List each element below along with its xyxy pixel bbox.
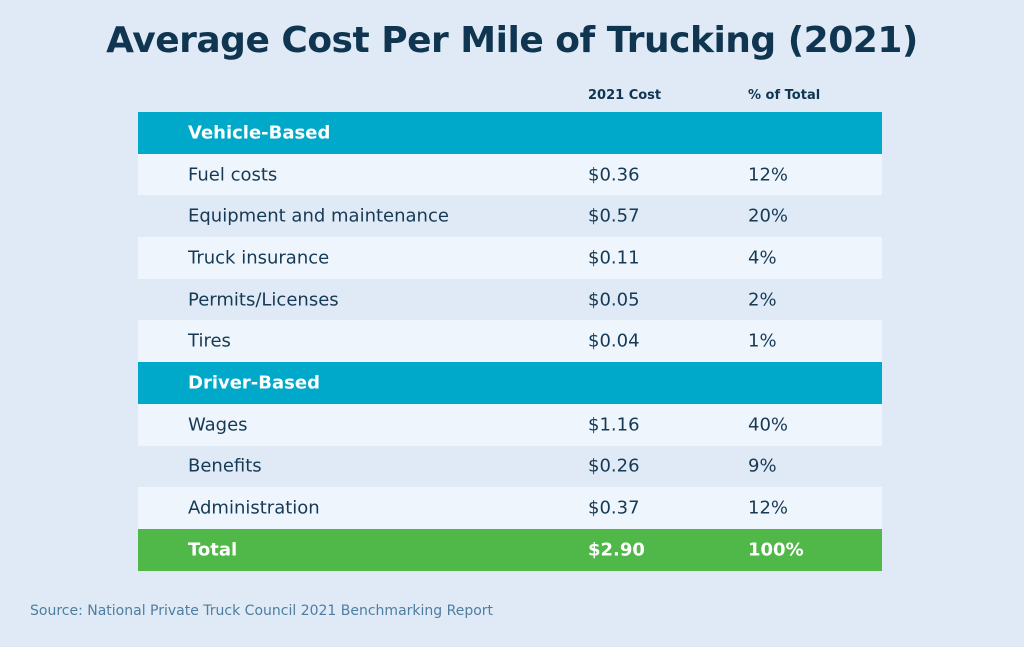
cell-cost: $1.16 [588,414,640,436]
cell-percent: 1% [748,330,777,352]
cell-label: Equipment and maintenance [188,205,449,227]
cell-label: Benefits [188,455,262,477]
cell-label: Truck insurance [188,247,330,269]
table-row: Administration $0.37 12% [138,487,882,529]
cell-percent: 100% [748,539,804,561]
cell-label: Administration [188,497,320,519]
table-row: Wages $1.16 40% [138,403,882,446]
source-note: Source: National Private Truck Council 2… [30,603,494,619]
cell-cost: $2.90 [588,539,645,561]
table-row: Permits/Licenses $0.05 2% [138,278,882,321]
cell-percent: 40% [748,414,789,436]
cell-percent: 2% [748,289,777,311]
cell-percent: 9% [748,455,777,477]
table-row: Equipment and maintenance $0.57 20% [138,195,882,238]
cell-cost: $0.11 [588,247,640,269]
cell-percent: 4% [748,247,777,269]
cell-label: Vehicle-Based [188,122,331,144]
column-header-percent: % of Total [748,88,821,103]
section-header-row: Driver-Based [138,362,882,404]
cell-label: Total [188,539,238,561]
table-row: Tires $0.04 1% [138,320,882,363]
cell-label: Fuel costs [188,164,278,186]
cell-cost: $0.04 [588,330,640,352]
cell-label: Wages [188,414,248,436]
table-row: Fuel costs $0.36 12% [138,153,882,196]
table-row: Truck insurance $0.11 4% [138,237,882,279]
cell-cost: $0.57 [588,205,640,227]
cell-cost: $0.36 [588,164,640,186]
cell-percent: 20% [748,205,789,227]
cell-cost: $0.26 [588,455,640,477]
cell-label: Driver-Based [188,372,320,394]
column-header-cost: 2021 Cost [588,88,662,103]
cell-label: Tires [188,330,231,352]
total-row: Total $2.90 100% [138,528,882,571]
cell-cost: $0.37 [588,497,640,519]
cell-label: Permits/Licenses [188,289,339,311]
cell-percent: 12% [748,164,789,186]
cell-percent: 12% [748,497,789,519]
page-title: Average Cost Per Mile of Trucking (2021) [106,20,918,61]
cost-table: Vehicle-Based Fuel costs $0.36 12% Equipment… [138,112,882,571]
section-header-row: Vehicle-Based [138,112,882,154]
table-row: Benefits $0.26 9% [138,445,882,488]
cell-cost: $0.05 [588,289,640,311]
